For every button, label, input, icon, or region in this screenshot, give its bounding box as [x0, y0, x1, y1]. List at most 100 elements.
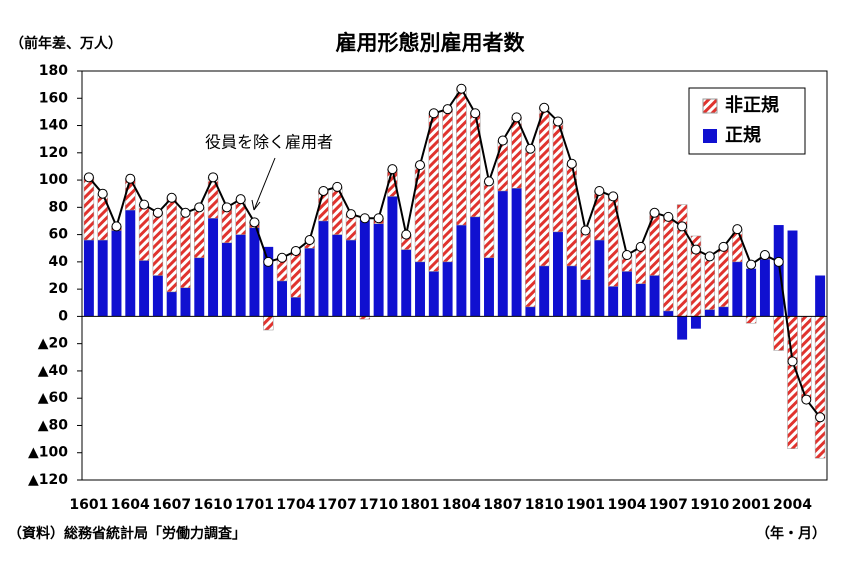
total-point [815, 412, 826, 423]
bar-regular [139, 260, 150, 317]
bar-nonregular [290, 250, 302, 298]
total-point [552, 116, 563, 127]
y-tick-label: 40 [49, 254, 69, 270]
bar-regular [194, 257, 205, 317]
bar-nonregular [580, 230, 591, 280]
total-point [649, 207, 660, 218]
total-point [387, 164, 398, 175]
total-point [470, 108, 481, 119]
x-tick-label: 1807 [483, 497, 522, 513]
bar-nonregular [483, 181, 495, 259]
x-tick-label: 1601 [69, 497, 108, 513]
bar-regular [608, 286, 619, 317]
total-point [608, 191, 619, 202]
x-tick-label: 1801 [401, 497, 440, 513]
total-point [732, 224, 743, 235]
x-tick-label: 1610 [194, 497, 233, 513]
bar-regular [484, 257, 494, 317]
bar-regular [690, 316, 701, 329]
total-point [442, 104, 453, 115]
total-point [235, 194, 246, 205]
x-tick-label: 1907 [649, 497, 688, 513]
bar-regular [663, 310, 674, 317]
bar-regular [539, 265, 550, 317]
y-tick-label: 80 [49, 199, 69, 215]
total-point [208, 172, 219, 183]
total-point [221, 202, 232, 213]
bar-regular [428, 271, 439, 317]
legend-label: 正規 [725, 125, 761, 146]
bar-regular [677, 316, 688, 340]
annotation-arrow [253, 157, 276, 211]
bar-nonregular [676, 204, 688, 317]
bar-regular [304, 248, 315, 317]
bar-regular [373, 223, 384, 317]
bar-regular [525, 306, 536, 317]
y-tick-label: 100 [39, 172, 68, 188]
bar-regular [497, 190, 508, 317]
total-point [635, 241, 646, 252]
total-point [580, 225, 591, 236]
total-point [346, 209, 357, 220]
bar-nonregular [814, 316, 826, 459]
bar-regular [704, 309, 715, 317]
total-point [125, 173, 136, 184]
y-tick-label: 120 [39, 145, 68, 161]
total-point [359, 213, 370, 224]
bar-nonregular [138, 204, 150, 261]
y-tick-label: ▲120 [28, 472, 68, 488]
total-point [801, 394, 812, 405]
bar-nonregular [745, 316, 757, 324]
total-point [594, 185, 605, 196]
total-point [511, 112, 522, 123]
bar-regular [442, 261, 453, 317]
total-point [332, 181, 343, 192]
bar-nonregular [704, 256, 715, 310]
bar-regular [83, 240, 94, 317]
bar-regular [332, 234, 343, 317]
bar-regular [318, 220, 329, 317]
bar-nonregular [442, 108, 453, 263]
x-tick-label: 1910 [690, 497, 729, 513]
total-point [773, 256, 784, 267]
bar-regular [456, 225, 467, 317]
bar-regular [718, 306, 729, 317]
total-point [249, 217, 260, 228]
bar-regular [415, 261, 425, 317]
total-point [318, 185, 329, 196]
bar-regular [732, 261, 743, 317]
bar-regular [787, 230, 798, 317]
bar-nonregular [511, 117, 522, 189]
x-tick-label: 2004 [773, 497, 812, 513]
bar-regular [401, 249, 412, 317]
x-tick-label: 1901 [566, 497, 605, 513]
bar-nonregular [663, 216, 674, 312]
bar-regular [594, 240, 605, 317]
y-tick-label: 20 [49, 281, 69, 297]
y-tick-label: 0 [58, 308, 68, 324]
bar-regular [387, 196, 398, 317]
x-tick-label: 1607 [152, 497, 191, 513]
annotation-arrowhead [251, 199, 261, 211]
bar-regular [277, 280, 288, 317]
bar-regular [470, 216, 481, 317]
x-axis-label: （年・月） [756, 525, 826, 542]
bar-regular [290, 297, 301, 317]
bar-nonregular [538, 107, 550, 267]
total-point [263, 256, 274, 267]
total-point [690, 244, 701, 255]
x-tick-label: 1904 [607, 497, 646, 513]
bar-regular [621, 271, 632, 317]
x-tick-label: 1707 [318, 497, 357, 513]
bar-regular [180, 287, 191, 317]
x-tick-label: 1604 [111, 497, 150, 513]
source: （資料）総務省統計局「労働力調査」 [8, 525, 246, 542]
bar-regular [773, 225, 784, 317]
total-point [759, 250, 770, 261]
bar-nonregular [263, 316, 274, 331]
bar-regular [815, 275, 826, 317]
total-point [539, 102, 550, 113]
total-point [83, 172, 94, 183]
total-point [415, 160, 426, 171]
y-tick-label: ▲80 [38, 417, 69, 433]
